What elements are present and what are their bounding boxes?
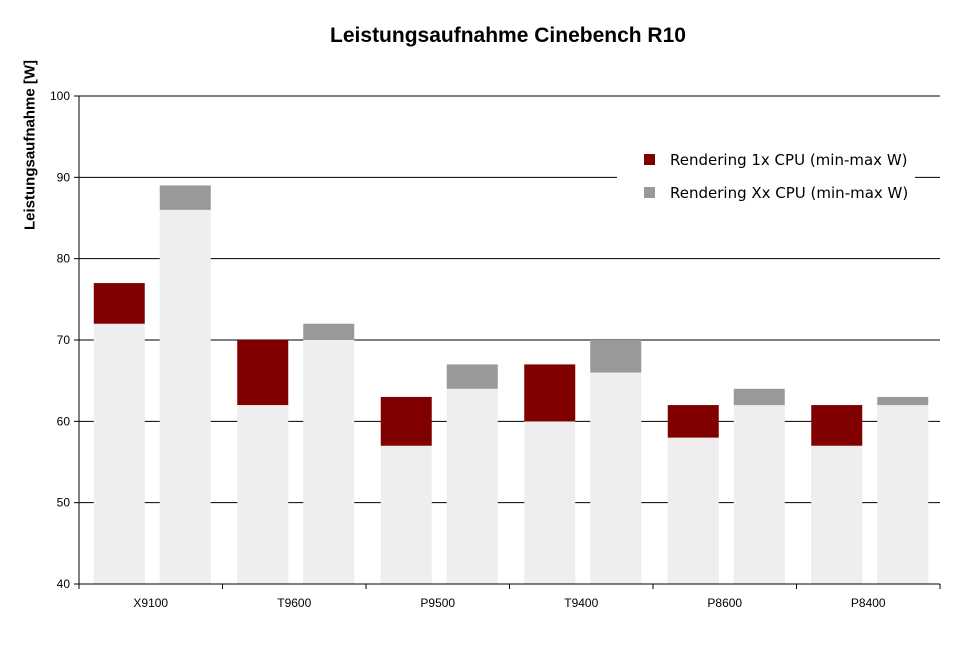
- y-tick-label: 90: [57, 170, 71, 184]
- bar-base: [877, 405, 929, 584]
- bar-range: [93, 283, 145, 324]
- x-tick-label: P8600: [707, 596, 742, 610]
- bar-base: [524, 421, 576, 584]
- bar-range: [524, 364, 576, 422]
- bar-range: [380, 396, 432, 446]
- y-tick-label: 60: [57, 414, 71, 428]
- bar-range: [446, 364, 498, 389]
- bar-base: [303, 340, 355, 584]
- y-tick-label: 100: [50, 89, 70, 103]
- bar-base: [667, 437, 719, 584]
- x-tick-label: P8400: [851, 596, 886, 610]
- bar-base: [446, 388, 498, 584]
- legend: Rendering 1x CPU (min-max W) Rendering Xx…: [617, 140, 915, 215]
- legend-swatch: [644, 154, 655, 165]
- y-tick-label: 50: [57, 496, 71, 510]
- bar-base: [380, 445, 432, 584]
- y-tick-label: 70: [57, 333, 71, 347]
- bar-base: [590, 372, 642, 584]
- legend-box: [617, 140, 915, 215]
- bar-range: [667, 405, 719, 438]
- legend-label: Rendering Xx CPU (min-max W): [670, 184, 908, 202]
- legend-label: Rendering 1x CPU (min-max W): [670, 151, 908, 169]
- bar-base: [733, 405, 785, 584]
- x-tick-label: T9600: [277, 596, 311, 610]
- bar-base: [93, 323, 145, 584]
- bar-range: [877, 396, 929, 406]
- y-tick-label: 80: [57, 252, 71, 266]
- x-tick-label: P9500: [420, 596, 455, 610]
- bar-range: [590, 340, 642, 373]
- chart-title: Leistungsaufnahme Cinebench R10: [330, 24, 686, 47]
- legend-swatch: [644, 187, 655, 198]
- x-tick-label: X9100: [133, 596, 168, 610]
- x-tick-label: T9400: [564, 596, 598, 610]
- bar-range: [811, 405, 863, 446]
- bar-base: [811, 445, 863, 584]
- bar-range: [303, 323, 355, 340]
- bar-range: [237, 340, 289, 406]
- axes: 40 50 60 70 80 90 100 X9100 T9600 P9500 T9400 P8600…: [50, 89, 941, 610]
- bar-base: [159, 209, 211, 584]
- bar-range: [733, 388, 785, 406]
- bar-base: [237, 405, 289, 584]
- bar-group: [93, 185, 929, 584]
- y-tick-label: 40: [57, 577, 71, 591]
- bar-range: [159, 185, 211, 210]
